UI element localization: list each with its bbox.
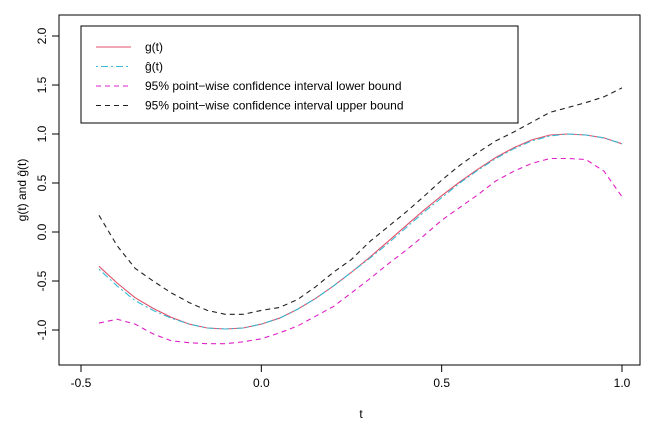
legend: g(t) ĝ(t) 95% point−wise confidence interv… [80,25,519,124]
y-axis-title: g(t) and ĝ(t) [15,159,29,222]
y-tick-label: 0.5 [35,174,49,191]
legend-label-g(t): g(t) [145,40,163,54]
y-tick-label: 1.0 [35,125,49,142]
x-axis-title: t [359,407,363,421]
y-tick-label: -0.5 [35,270,49,291]
series-line-ci-lower [98,157,623,345]
legend-label-g-hat(t): ĝ(t) [145,60,163,74]
y-tick-label: 1.5 [35,76,49,93]
x-axis: -0.5 0.0 0.5 1.0 [71,364,631,390]
series-line-g(t) [98,133,623,330]
x-tick-label: 0.5 [433,376,450,390]
legend-label-ci-lower: 95% point−wise confidence interval lower… [145,79,402,93]
y-axis: -1.0 -0.5 0.0 0.5 1.0 1.5 2.0 [35,27,60,340]
series-layer [98,87,623,345]
x-tick-label: 0.0 [253,376,270,390]
series-line-g-hat(t) [98,133,623,330]
x-tick-label: -0.5 [71,376,92,390]
legend-label-ci-upper: 95% point−wise confidence interval upper… [145,99,404,113]
y-tick-label: 0.0 [35,223,49,240]
legend-box [80,25,519,124]
x-tick-label: 1.0 [614,376,631,390]
y-tick-label: 2.0 [35,27,49,44]
y-tick-label: -1.0 [35,319,49,340]
